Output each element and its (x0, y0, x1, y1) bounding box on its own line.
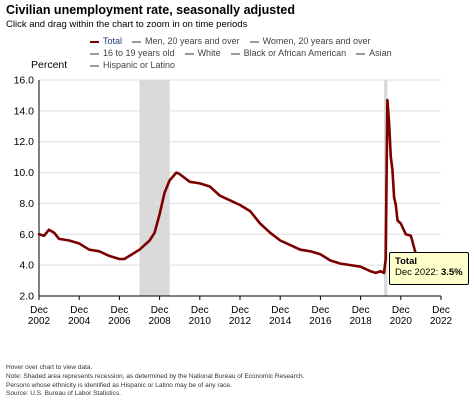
x-tick-month: Dec (312, 305, 330, 316)
legend-label: White (197, 48, 221, 58)
legend-swatch (249, 40, 259, 43)
tooltip-title: Total (395, 256, 417, 267)
x-tick-year: 2004 (68, 316, 91, 327)
x-tick-month: Dec (151, 305, 169, 316)
legend-label: Women, 20 years and over (262, 36, 371, 46)
legend-label: Asian (369, 48, 392, 58)
x-tick-year: 2008 (148, 316, 171, 327)
legend-label: Men, 20 years and over (145, 36, 240, 46)
footnote-hover: Hover over chart to view data. (6, 364, 93, 371)
x-tick-year: 2022 (430, 316, 453, 327)
legend-swatch (90, 64, 99, 67)
y-tick-label: 8.0 (19, 198, 34, 210)
y-tick-label: 4.0 (19, 260, 34, 272)
series-line-total (37, 98, 443, 275)
y-tick-label: 2.0 (19, 291, 34, 303)
x-tick-year: 2002 (28, 316, 51, 327)
legend-swatch (230, 52, 240, 55)
footnotes: Hover over chart to view data. Note: Sha… (6, 364, 304, 399)
x-tick-year: 2018 (349, 316, 372, 327)
data-tooltip: Total Dec 2022: 3.5% (389, 252, 469, 285)
x-tick-month: Dec (392, 305, 410, 316)
legend-label: Hispanic or Latino (103, 60, 176, 70)
legend-item-5[interactable]: Black or African American (230, 47, 347, 59)
y-tick-label: 12.0 (14, 136, 35, 148)
chart-subtitle: Click and drag within the chart to zoom … (6, 19, 248, 30)
y-tick-label: 16.0 (14, 75, 35, 87)
y-tick-label: 10.0 (14, 167, 35, 179)
tooltip-value-row: Dec 2022: 3.5% (395, 267, 463, 278)
x-tick-year: 2020 (390, 316, 413, 327)
x-tick-month: Dec (191, 305, 209, 316)
footnote-recession: Note: Shaded area represents recession, … (6, 372, 305, 380)
legend-swatch (90, 52, 99, 55)
x-tick-month: Dec (231, 305, 249, 316)
footnote-source: Source: U.S. Bureau of Labor Statistics. (6, 390, 121, 398)
legend-item-2[interactable]: Women, 20 years and over (249, 35, 371, 47)
legend-label: 16 to 19 years old (103, 48, 175, 58)
x-tick-month: Dec (111, 305, 129, 316)
x-tick-month: Dec (432, 305, 450, 316)
legend-item-4[interactable]: White (184, 47, 221, 59)
y-axis-label: Percent (31, 59, 68, 71)
y-tick-label: 14.0 (14, 105, 35, 117)
legend-item-7[interactable]: Hispanic or Latino (90, 59, 175, 71)
legend-item-1[interactable]: Men, 20 years and over (132, 35, 240, 47)
x-tick-month: Dec (271, 305, 289, 316)
legend-item-0[interactable]: Total (90, 35, 122, 47)
x-tick-year: 2010 (189, 316, 212, 327)
tooltip-label: Dec 2022: (395, 267, 439, 278)
legend-item-3[interactable]: 16 to 19 years old (90, 47, 175, 59)
x-tick-year: 2014 (269, 316, 292, 327)
legend-swatch (184, 52, 194, 55)
legend-swatch (90, 40, 99, 43)
chart-title: Civilian unemployment rate, seasonally a… (6, 3, 295, 17)
tooltip-value: 3.5% (440, 267, 463, 278)
recession-band (139, 80, 170, 296)
legend-label: Black or African American (243, 48, 347, 58)
x-tick-year: 2006 (108, 316, 131, 327)
x-tick-year: 2012 (229, 316, 252, 327)
x-tick-month: Dec (70, 305, 88, 316)
footnote-ethnicity: Persons whose ethnicity is identified as… (6, 381, 232, 389)
legend-item-6[interactable]: Asian (356, 47, 392, 59)
y-tick-label: 6.0 (19, 229, 34, 241)
legend-swatch (132, 40, 142, 43)
x-tick-month: Dec (352, 305, 370, 316)
legend-swatch (356, 52, 366, 55)
legend: Total Men, 20 years and over Women, 20 yea… (90, 35, 470, 71)
x-tick-year: 2016 (309, 316, 332, 327)
x-tick-month: Dec (30, 305, 48, 316)
legend-label: Total (103, 36, 123, 46)
